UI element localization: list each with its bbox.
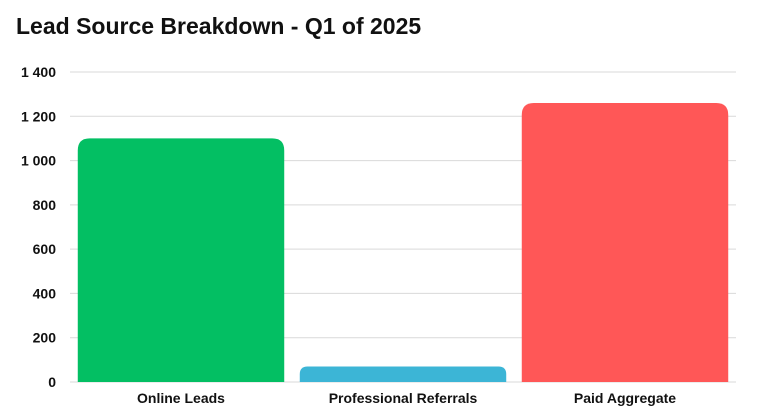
- x-category-label: Online Leads: [137, 390, 225, 406]
- y-axis-ticks: 0 200 400 600 800 1 000 1 200 1 400: [21, 64, 56, 390]
- y-tick-label: 800: [33, 197, 57, 213]
- y-tick-label: 1 400: [21, 64, 56, 80]
- x-category-label: Professional Referrals: [329, 390, 478, 406]
- bars: [77, 103, 729, 382]
- y-tick-label: 0: [48, 374, 56, 390]
- y-tick-label: 600: [33, 241, 57, 257]
- bar-online-leads: [77, 138, 285, 382]
- bar-paid-aggregate: [521, 103, 729, 382]
- bar-professional-referrals: [299, 366, 507, 382]
- x-category-label: Paid Aggregate: [574, 390, 676, 406]
- y-tick-label: 200: [33, 330, 57, 346]
- y-tick-label: 1 000: [21, 153, 56, 169]
- y-tick-label: 400: [33, 285, 57, 301]
- x-axis-labels: Online Leads Professional Referrals Paid A…: [137, 390, 676, 406]
- y-tick-label: 1 200: [21, 108, 56, 124]
- chart-title: Lead Source Breakdown - Q1 of 2025: [16, 13, 422, 39]
